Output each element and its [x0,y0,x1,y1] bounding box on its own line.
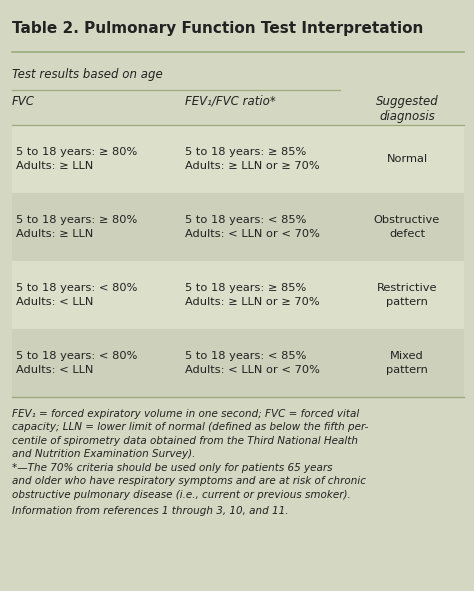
Text: Mixed
pattern: Mixed pattern [386,351,428,375]
Text: 5 to 18 years: ≥ 85%
Adults: ≥ LLN or ≥ 70%: 5 to 18 years: ≥ 85% Adults: ≥ LLN or ≥ … [185,283,319,307]
Text: Test results based on age: Test results based on age [12,68,163,81]
Text: Obstructive
defect: Obstructive defect [374,215,440,239]
Text: 5 to 18 years: < 85%
Adults: < LLN or < 70%: 5 to 18 years: < 85% Adults: < LLN or < … [185,215,320,239]
Text: Restrictive
pattern: Restrictive pattern [377,283,437,307]
Text: Suggested
diagnosis: Suggested diagnosis [375,95,438,123]
Text: *—The 70% criteria should be used only for patients 65 years
and older who have : *—The 70% criteria should be used only f… [12,463,366,500]
Text: 5 to 18 years: ≥ 85%
Adults: ≥ LLN or ≥ 70%: 5 to 18 years: ≥ 85% Adults: ≥ LLN or ≥ … [185,147,319,171]
Text: 5 to 18 years: ≥ 80%
Adults: ≥ LLN: 5 to 18 years: ≥ 80% Adults: ≥ LLN [16,147,137,171]
Bar [12,261,464,329]
Text: FEV₁ = forced expiratory volume in one second; FVC = forced vital
capacity; LLN : FEV₁ = forced expiratory volume in one s… [12,409,368,459]
Text: Information from references 1 through 3, 10, and 11.: Information from references 1 through 3,… [12,505,289,515]
Bar [12,125,464,193]
Text: FEV₁/FVC ratio*: FEV₁/FVC ratio* [185,95,276,108]
Bar [12,329,464,397]
Text: 5 to 18 years: < 85%
Adults: < LLN or < 70%: 5 to 18 years: < 85% Adults: < LLN or < … [185,351,320,375]
Text: 5 to 18 years: < 80%
Adults: < LLN: 5 to 18 years: < 80% Adults: < LLN [16,351,137,375]
Text: Normal: Normal [386,154,428,164]
Text: 5 to 18 years: ≥ 80%
Adults: ≥ LLN: 5 to 18 years: ≥ 80% Adults: ≥ LLN [16,215,137,239]
Text: FVC: FVC [12,95,35,108]
Bar [12,193,464,261]
Text: Table 2. Pulmonary Function Test Interpretation: Table 2. Pulmonary Function Test Interpr… [12,21,423,37]
Text: 5 to 18 years: < 80%
Adults: < LLN: 5 to 18 years: < 80% Adults: < LLN [16,283,137,307]
